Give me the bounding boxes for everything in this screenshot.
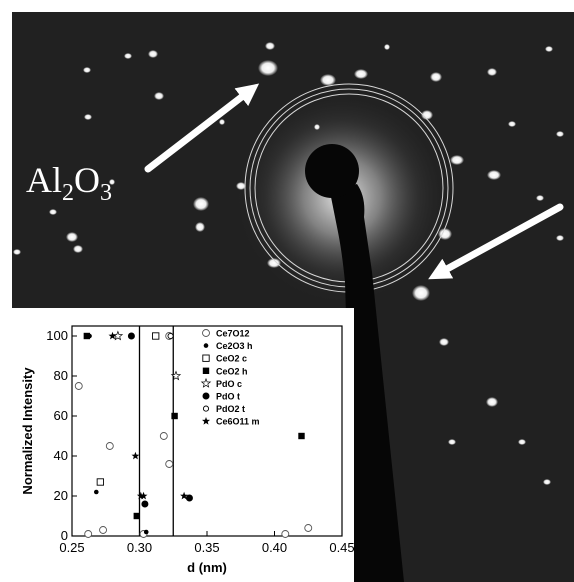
legend-label: Ce2O3 h [216,341,253,351]
legend-marker [202,405,210,412]
x-tick-label: 0.35 [194,540,219,555]
legend-label: PdO c [216,379,242,389]
legend-label: Ce6O11 m [216,417,260,427]
data-point [304,524,313,532]
x-tick-label: 0.25 [59,540,84,555]
data-point [170,370,182,381]
x-axis-title: d (nm) [187,560,227,575]
data-point [298,432,305,440]
y-axis-title: Normalized Intensity [20,367,35,495]
data-point [84,530,93,538]
legend-marker [203,343,209,348]
data-point [105,442,114,450]
data-point [99,526,108,534]
data-point [112,330,124,341]
data-point [167,332,174,340]
arrow-icon [428,203,564,280]
data-point [152,332,160,340]
data-point [139,491,148,500]
data-point [159,432,168,440]
x-tick-label: 0.30 [127,540,152,555]
beam-stop [305,144,404,582]
y-tick-label: 40 [54,448,68,463]
data-point [96,478,105,486]
legend-marker [202,329,210,337]
data-point [94,489,99,495]
data-point [165,460,174,468]
data-point [133,512,140,520]
legend-marker [202,354,210,362]
data-point [141,500,149,508]
data-point [108,331,117,340]
legend-label: PdO t [216,392,240,402]
y-tick-label: 100 [46,328,68,343]
data-point [185,494,193,502]
data-point [171,412,178,420]
y-tick-label: 20 [54,488,68,503]
legend-marker [202,392,210,400]
data-point [131,451,140,460]
data-point [127,332,135,340]
legend-label: CeO2 h [216,366,248,376]
legend-label: PdO2 t [216,404,245,414]
phase-label: Al2O3 [26,160,112,206]
data-point [180,491,188,500]
y-tick-label: 0 [61,528,68,543]
diffraction-spots [13,42,564,485]
x-tick-label: 0.45 [329,540,354,555]
x-tick-label: 0.40 [262,540,287,555]
data-point [74,382,83,390]
legend-label: CeO2 c [216,354,247,364]
data-point [83,332,91,340]
legend-label: Ce7O12 [216,329,250,339]
y-tick-label: 80 [54,368,68,383]
arrow-icon [144,83,260,173]
legend-marker [200,377,212,388]
legend-marker [202,367,210,374]
data-point [143,529,149,535]
data-point [281,530,290,538]
legend-marker [202,417,210,425]
inset-chart: 0.25 0.30 0.35 0.40 0.45 0 20 40 60 80 100 d (nm) No… [12,308,354,582]
y-tick-label: 60 [54,408,68,423]
